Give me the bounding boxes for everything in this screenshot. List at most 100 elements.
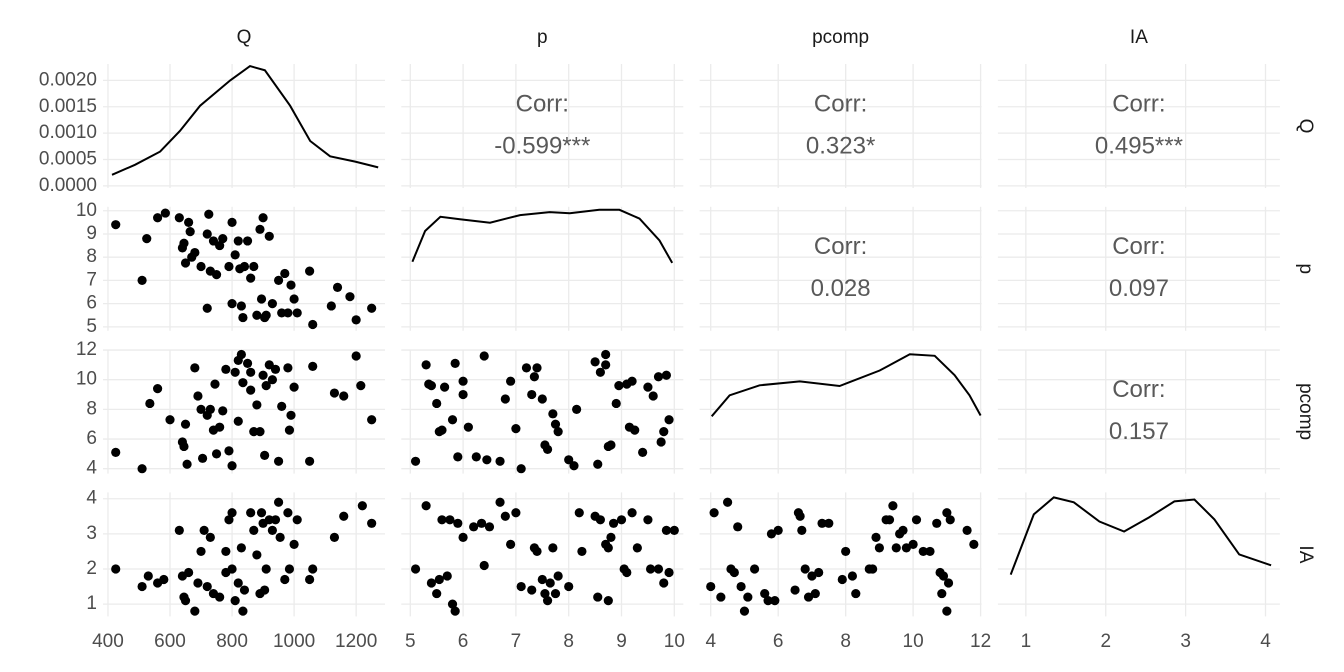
point — [111, 564, 121, 574]
point — [590, 357, 600, 367]
point — [527, 389, 537, 400]
point — [943, 578, 954, 588]
point — [908, 539, 918, 549]
point — [180, 419, 191, 429]
point — [190, 363, 200, 373]
point — [193, 391, 203, 401]
point — [174, 213, 184, 223]
point — [643, 382, 653, 392]
point — [277, 401, 287, 412]
point — [659, 427, 669, 437]
point — [437, 425, 447, 435]
point — [211, 270, 222, 280]
point — [179, 441, 189, 452]
point — [190, 606, 200, 616]
point — [246, 273, 256, 283]
point — [246, 508, 256, 518]
corr-value: 0.323* — [806, 132, 875, 159]
point — [252, 550, 262, 560]
point — [284, 425, 295, 435]
point — [260, 585, 270, 595]
point — [153, 384, 163, 394]
point — [238, 312, 248, 323]
column-strip-label: Q — [237, 27, 252, 48]
point — [595, 367, 605, 377]
point — [305, 456, 315, 466]
point — [542, 444, 553, 455]
point — [289, 539, 299, 549]
point — [847, 571, 858, 581]
x-tick-label: 8 — [840, 631, 851, 652]
corr-value: 0.028 — [811, 275, 871, 302]
point — [918, 546, 928, 557]
point — [242, 358, 253, 368]
point — [471, 452, 481, 462]
point — [500, 394, 510, 404]
point — [630, 425, 640, 435]
point — [410, 456, 421, 466]
point — [447, 415, 458, 425]
y-tick-label: 4 — [86, 488, 97, 509]
point — [669, 525, 679, 535]
point — [193, 578, 203, 588]
corr-value: 0.097 — [1109, 275, 1169, 302]
point — [800, 564, 810, 574]
point — [332, 282, 343, 292]
point — [221, 546, 231, 557]
x-tick-label: 2 — [1100, 631, 1111, 652]
point — [227, 508, 237, 518]
point — [236, 301, 246, 311]
x-tick-label: 3 — [1180, 631, 1191, 652]
point — [661, 525, 672, 535]
point — [817, 518, 827, 528]
point — [709, 508, 719, 518]
point — [942, 508, 952, 518]
point — [458, 376, 468, 386]
corr-value: -0.599*** — [494, 132, 590, 159]
point — [733, 522, 743, 532]
point — [506, 539, 516, 549]
point — [516, 581, 526, 592]
point — [211, 449, 222, 459]
x-tick-label: 10 — [664, 631, 685, 652]
point — [814, 567, 824, 578]
point — [185, 227, 195, 237]
point — [537, 574, 547, 585]
point — [521, 363, 532, 373]
point — [516, 464, 526, 474]
point — [770, 595, 780, 606]
point — [884, 515, 895, 525]
point — [447, 599, 458, 609]
point — [224, 446, 234, 456]
point — [653, 564, 664, 574]
point — [627, 508, 637, 518]
point — [153, 213, 163, 223]
point — [182, 459, 192, 469]
point — [542, 595, 553, 606]
point — [661, 370, 672, 380]
point — [736, 581, 746, 592]
point — [479, 560, 489, 571]
point — [593, 459, 603, 469]
row-strip-label: IA — [1295, 545, 1316, 563]
point — [888, 501, 898, 511]
corr-label: Corr: — [516, 90, 569, 117]
point — [184, 217, 194, 227]
corr-label: Corr: — [1112, 376, 1165, 403]
x-tick-label: 4 — [705, 631, 716, 652]
y-tick-label: 12 — [76, 339, 97, 360]
point — [261, 564, 271, 574]
x-tick-label: 800 — [216, 631, 248, 652]
point — [616, 515, 627, 525]
point — [450, 358, 460, 368]
point — [143, 571, 153, 581]
point — [261, 381, 271, 391]
point — [553, 427, 563, 437]
y-tick-label: 6 — [86, 293, 97, 314]
point — [205, 532, 215, 542]
point — [221, 364, 231, 374]
x-tick-label: 600 — [154, 631, 186, 652]
y-tick-label: 0.0020 — [39, 69, 97, 90]
point — [611, 398, 621, 409]
point — [595, 515, 605, 525]
